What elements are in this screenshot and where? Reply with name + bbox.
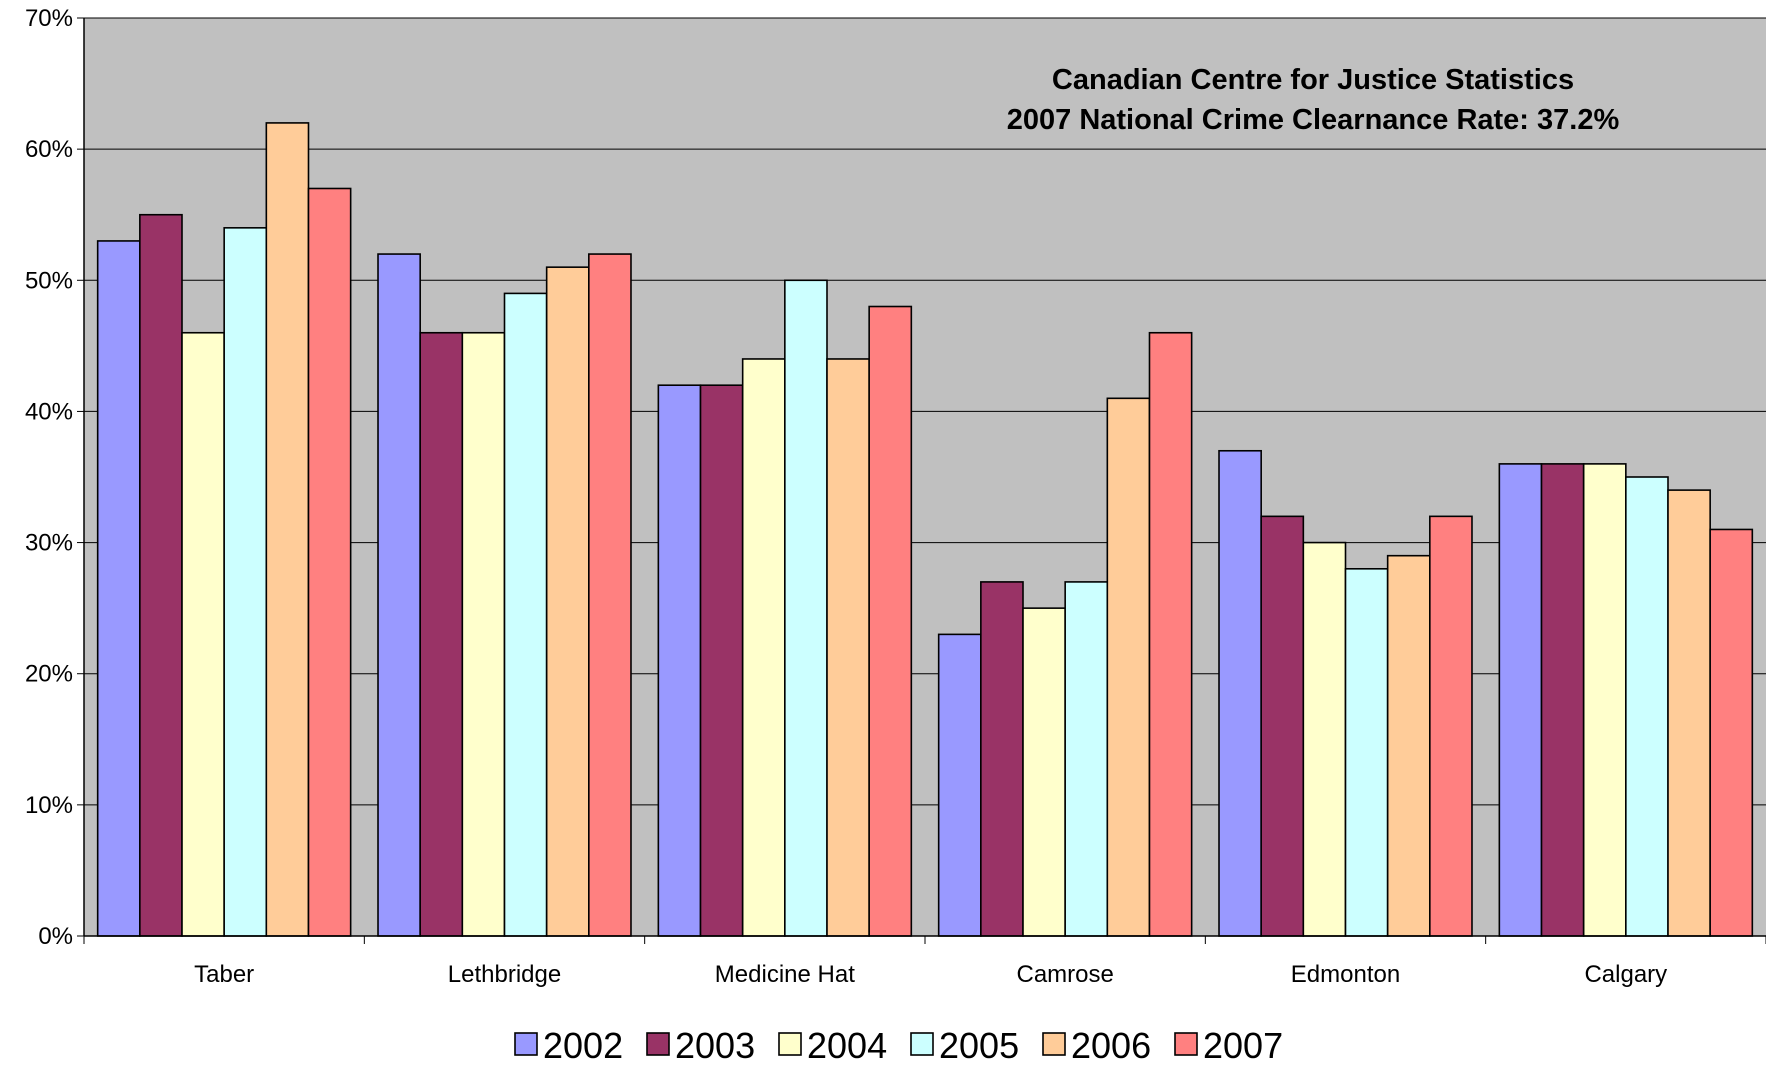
legend-label-2005: 2005 (939, 1025, 1019, 1065)
bar-taber-2005 (223, 227, 268, 937)
bar-lethbridge-2004 (461, 331, 506, 937)
legend-label-2003: 2003 (675, 1025, 755, 1065)
bar-edmonton-2006 (1386, 554, 1431, 937)
legend-swatch-2003 (646, 1032, 670, 1056)
legend-label-2007: 2007 (1203, 1025, 1283, 1065)
annotation: Canadian Centre for Justice Statistics 2… (1007, 64, 1620, 136)
bar-camrose-2005 (1064, 581, 1109, 937)
bar-taber-2004 (181, 331, 225, 937)
legend-swatch-2004 (778, 1032, 802, 1056)
bar-medicine-hat-2002 (657, 384, 702, 937)
bar-camrose-2004 (1022, 607, 1066, 937)
x-category-label: Lethbridge (448, 961, 561, 988)
gridlines (84, 17, 1766, 806)
legend-swatch-2006 (1042, 1032, 1066, 1056)
bar-lethbridge-2002 (377, 253, 421, 937)
bar-lethbridge-2003 (419, 331, 464, 937)
plot-area (84, 18, 1766, 936)
bar-calgary-2003 (1540, 463, 1585, 937)
bar-taber-2003 (139, 213, 183, 937)
x-axis-categories: Taber Lethbridge Medicine Hat Camrose Edmont… (194, 961, 1667, 988)
bar-edmonton-2007 (1429, 515, 1473, 937)
y-axis-ticks: 0% 10% 20% 30% 40% 50% 60% 70% (25, 5, 84, 950)
bar-camrose-2003 (980, 581, 1024, 937)
bar-camrose-2002 (937, 633, 982, 937)
y-tick-label: 0% (38, 923, 73, 950)
x-category-label: Medicine Hat (715, 961, 855, 988)
bar-calgary-2004 (1582, 463, 1627, 937)
legend-swatch-2007 (1174, 1032, 1198, 1056)
bar-calgary-2005 (1625, 476, 1669, 937)
bar-medicine-hat-2005 (784, 279, 828, 937)
y-tick-label: 10% (25, 792, 73, 819)
axes (83, 18, 1766, 944)
legend-swatch-2005 (910, 1032, 934, 1056)
bar-edmonton-2004 (1302, 541, 1347, 937)
bar-camrose-2006 (1106, 397, 1151, 937)
legend-swatch-2002 (514, 1032, 538, 1056)
bar-calgary-2002 (1498, 463, 1543, 937)
y-tick-label: 60% (25, 136, 73, 163)
bars (96, 122, 1754, 937)
annotation-line-2: 2007 National Crime Clearnance Rate: 37.… (1007, 104, 1620, 136)
legend-label-2002: 2002 (543, 1025, 623, 1065)
legend: 2002 2003 2004 2005 2006 2007 (514, 1025, 1283, 1065)
bar-lethbridge-2005 (503, 292, 548, 937)
y-tick-label: 30% (25, 530, 73, 557)
x-category-label: Edmonton (1291, 961, 1400, 988)
bar-lethbridge-2006 (545, 266, 590, 937)
x-category-label: Camrose (1016, 961, 1113, 988)
y-tick-label: 20% (25, 661, 73, 688)
bar-calgary-2006 (1667, 489, 1711, 937)
bar-edmonton-2003 (1260, 515, 1305, 937)
legend-label-2006: 2006 (1071, 1025, 1151, 1065)
x-category-label: Taber (194, 961, 254, 988)
bar-edmonton-2005 (1344, 567, 1389, 937)
bar-medicine-hat-2007 (868, 305, 913, 937)
y-tick-label: 70% (25, 5, 73, 32)
bar-calgary-2007 (1709, 528, 1754, 937)
bar-camrose-2007 (1148, 331, 1193, 937)
bar-taber-2002 (96, 240, 141, 937)
bar-medicine-hat-2004 (741, 358, 786, 937)
bar-edmonton-2002 (1218, 449, 1262, 937)
annotation-line-1: Canadian Centre for Justice Statistics (1052, 64, 1574, 96)
y-tick-label: 50% (25, 267, 73, 294)
bar-lethbridge-2007 (588, 253, 632, 937)
legend-label-2004: 2004 (807, 1025, 887, 1065)
bar-medicine-hat-2003 (699, 384, 744, 937)
x-category-label: Calgary (1584, 961, 1667, 988)
bar-taber-2006 (265, 122, 310, 937)
bar-medicine-hat-2006 (826, 358, 870, 937)
bar-taber-2007 (307, 187, 352, 937)
y-tick-label: 40% (25, 398, 73, 425)
